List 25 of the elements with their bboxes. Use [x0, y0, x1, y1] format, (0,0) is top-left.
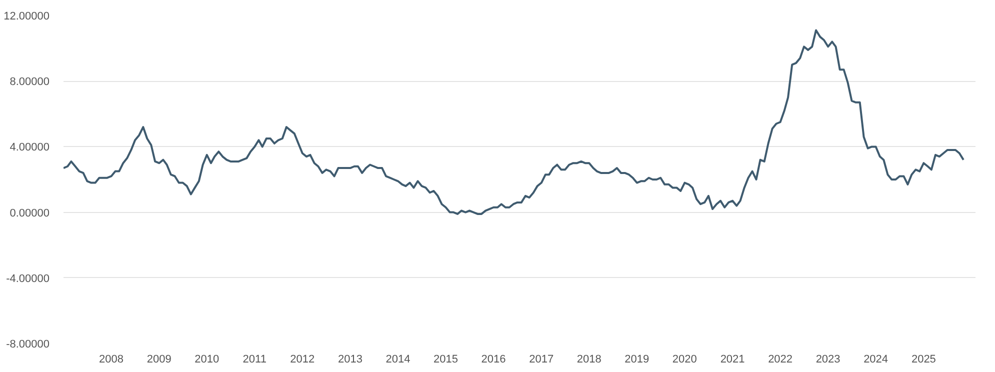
x-tick-label: 2024 — [864, 354, 888, 366]
x-tick-label: 2015 — [434, 354, 458, 366]
x-tick-label: 2021 — [720, 354, 745, 366]
x-tick-label: 2018 — [576, 354, 602, 366]
y-tick-label: 8.00000 — [10, 76, 50, 88]
line-series — [64, 29, 964, 215]
x-tick-label: 2009 — [146, 354, 172, 366]
x-tick-label: 2014 — [386, 354, 410, 366]
y-tick-label: -8.00000 — [6, 338, 50, 350]
x-tick-label: 2020 — [672, 354, 697, 366]
y-tick-label: 12.00000 — [4, 10, 50, 22]
x-tick-label: 2022 — [768, 354, 793, 366]
x-tick-label: 2008 — [99, 354, 124, 366]
x-tick-label: 2013 — [338, 354, 363, 366]
y-tick-label: 0.00000 — [10, 207, 50, 220]
x-tick-label: 2016 — [481, 354, 506, 366]
x-tick-label: 2017 — [529, 354, 554, 366]
y-tick-label: 4.00000 — [10, 142, 50, 154]
y-tick-label: -4.00000 — [6, 272, 50, 285]
x-tick-label: 2011 — [242, 354, 266, 366]
x-tick-label: 2012 — [290, 354, 315, 366]
x-tick-label: 2019 — [624, 354, 650, 366]
x-tick-label: 2025 — [911, 354, 936, 366]
x-tick-label: 2023 — [816, 354, 840, 366]
x-tick-label: 2010 — [194, 354, 220, 366]
